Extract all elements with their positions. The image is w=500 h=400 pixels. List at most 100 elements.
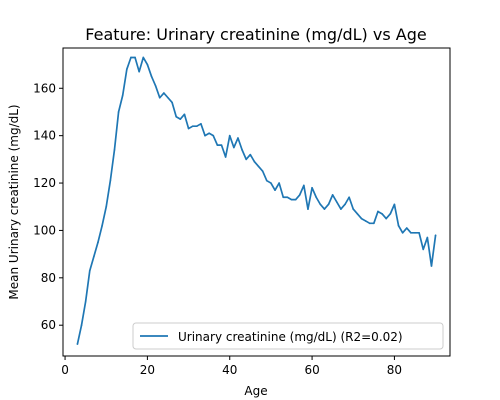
- data-point: [196, 125, 198, 127]
- data-point: [401, 232, 404, 234]
- data-point: [270, 182, 272, 184]
- data-point: [167, 96, 169, 99]
- data-point: [323, 208, 326, 210]
- data-point: [335, 201, 338, 203]
- series-layer: [76, 56, 437, 345]
- data-point: [430, 265, 433, 267]
- data-point: [117, 111, 120, 113]
- data-point: [356, 213, 359, 215]
- y-tick-label: 160: [33, 81, 56, 95]
- data-point: [286, 196, 289, 199]
- data-point: [163, 92, 165, 94]
- plot-frame: [62, 47, 451, 357]
- data-point: [298, 194, 301, 196]
- data-point: [146, 63, 149, 66]
- data-point: [418, 232, 420, 234]
- data-point: [344, 203, 346, 206]
- data-point: [311, 186, 313, 189]
- data-point: [80, 324, 83, 327]
- data-point: [200, 123, 202, 125]
- x-tick-label: 60: [304, 363, 319, 377]
- y-tick-label: 80: [41, 271, 56, 285]
- series-line: [76, 56, 437, 345]
- data-point: [265, 179, 268, 182]
- x-tick-label: 80: [387, 363, 402, 377]
- y-axis-ticks: 60 80 100 120 140 160: [33, 81, 63, 332]
- data-point: [150, 75, 153, 78]
- data-point: [142, 56, 145, 59]
- data-point: [364, 220, 367, 222]
- data-point: [187, 127, 190, 130]
- legend: Urinary creatinine (mg/dL) (R2=0.02): [132, 322, 444, 350]
- data-point: [410, 232, 412, 234]
- data-point: [381, 213, 383, 215]
- data-point: [307, 208, 309, 210]
- y-tick-label: 60: [41, 318, 56, 332]
- data-point: [109, 179, 112, 182]
- data-point: [278, 182, 280, 184]
- data-point: [294, 198, 297, 201]
- data-point: [216, 144, 219, 146]
- data-point: [183, 113, 186, 116]
- data-point: [377, 210, 379, 213]
- chart-title: Feature: Urinary creatinine (mg/dL) vs A…: [85, 25, 426, 44]
- data-point: [105, 205, 108, 208]
- data-point: [204, 134, 206, 137]
- x-axis-ticks: 0 20 40 60 80: [61, 356, 402, 377]
- data-point: [212, 134, 215, 137]
- data-point: [303, 184, 305, 187]
- data-point: [397, 224, 400, 227]
- data-point: [138, 70, 140, 73]
- data-point: [385, 217, 387, 220]
- data-point: [241, 149, 243, 151]
- data-point: [237, 137, 239, 139]
- data-point: [179, 118, 182, 120]
- data-point: [434, 234, 437, 236]
- y-tick-label: 100: [33, 223, 56, 237]
- data-point: [130, 56, 132, 59]
- x-tick-label: 40: [222, 363, 237, 377]
- data-point: [274, 189, 276, 191]
- data-point: [282, 196, 285, 199]
- data-point: [101, 224, 103, 227]
- data-point: [93, 255, 95, 258]
- data-point: [76, 343, 79, 345]
- data-point: [340, 208, 342, 210]
- data-point: [228, 134, 231, 137]
- data-point: [352, 208, 355, 210]
- data-point: [134, 56, 136, 59]
- data-point: [191, 125, 194, 127]
- data-point: [245, 158, 248, 161]
- data-point: [319, 203, 322, 206]
- data-point: [97, 241, 99, 244]
- data-point: [233, 146, 235, 149]
- data-point: [290, 198, 293, 201]
- x-tick-label: 20: [140, 363, 155, 377]
- data-point: [426, 236, 429, 239]
- data-point: [393, 203, 396, 206]
- data-point: [171, 101, 173, 104]
- data-point: [121, 94, 124, 97]
- data-point: [331, 194, 334, 196]
- data-point: [422, 248, 425, 251]
- data-point: [257, 165, 260, 168]
- data-point: [389, 213, 392, 215]
- data-point: [253, 160, 256, 163]
- data-point: [249, 153, 252, 156]
- data-point: [368, 222, 371, 225]
- data-point: [348, 196, 350, 199]
- data-point: [315, 196, 317, 199]
- data-point: [327, 203, 330, 206]
- x-axis-label: Age: [244, 384, 267, 398]
- data-point: [208, 132, 210, 135]
- data-point: [84, 300, 87, 303]
- data-point: [220, 144, 223, 146]
- data-point: [113, 149, 116, 151]
- x-tick-label: 0: [61, 363, 69, 377]
- data-point: [405, 227, 408, 229]
- data-point: [126, 68, 128, 71]
- legend-box: [132, 322, 444, 350]
- data-point: [158, 96, 161, 99]
- data-point: [154, 85, 157, 87]
